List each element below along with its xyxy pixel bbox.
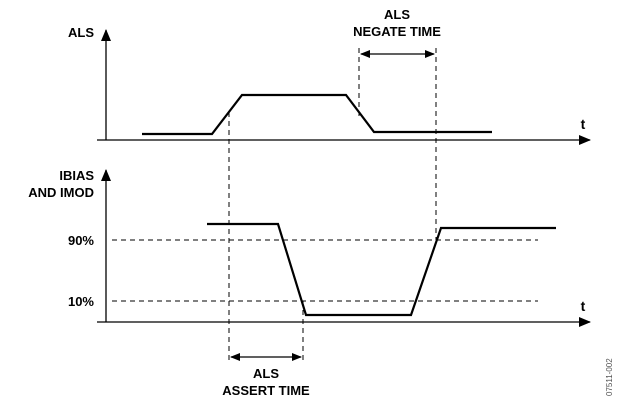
t-label-bottom: t (581, 298, 586, 314)
als-axis-label: ALS (68, 25, 94, 40)
ibias-axis-label-line2: AND IMOD (28, 185, 94, 200)
negate-time-label-line2: NEGATE TIME (353, 24, 441, 39)
level-90-label: 90% (68, 233, 94, 248)
level-10-label: 10% (68, 294, 94, 309)
assert-time-label-line1: ALS (253, 366, 279, 381)
als-signal (142, 93, 492, 136)
ibias-signal (207, 222, 556, 317)
assert-time-label-line2: ASSERT TIME (222, 383, 310, 398)
figure-id: 07511-002 (605, 358, 614, 396)
t-label-top: t (581, 116, 586, 132)
negate-time-label-line1: ALS (384, 7, 410, 22)
ibias-axis-label-line1: IBIAS (59, 168, 94, 183)
